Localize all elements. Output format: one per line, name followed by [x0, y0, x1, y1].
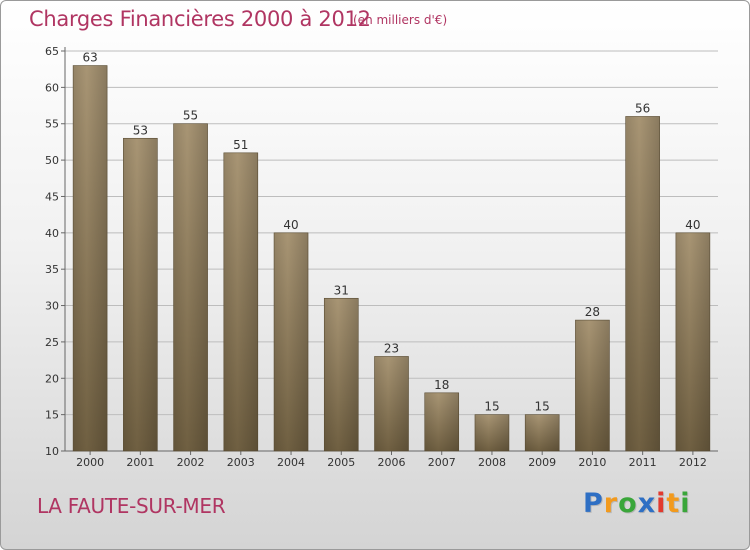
- x-tick-label: 2012: [679, 456, 707, 469]
- bar-shade-2006: [374, 356, 409, 451]
- bar-shade-2003: [223, 152, 258, 451]
- x-tick-label: 2001: [126, 456, 154, 469]
- bar-shade-2012: [675, 232, 710, 451]
- x-tick-label: 2000: [76, 456, 104, 469]
- logo-letter: x: [637, 488, 657, 519]
- x-tick-label: 2002: [177, 456, 205, 469]
- data-label-2009: 15: [535, 400, 550, 414]
- data-label-2004: 40: [283, 218, 298, 232]
- data-label-2010: 28: [585, 305, 600, 319]
- x-tick-label: 2009: [528, 456, 556, 469]
- x-tick-label: 2003: [227, 456, 255, 469]
- chart-subtitle: (en milliers d'€): [353, 13, 448, 27]
- proxiti-logo[interactable]: Proxiti: [583, 488, 691, 519]
- y-tick-label: 45: [45, 190, 59, 203]
- logo-letter: i: [656, 488, 667, 519]
- bar-shade-2005: [324, 298, 359, 451]
- x-tick-label: 2007: [428, 456, 456, 469]
- logo-letter: i: [680, 488, 691, 519]
- x-tick-label: 2005: [327, 456, 355, 469]
- x-tick-label: 2008: [478, 456, 506, 469]
- data-label-2012: 40: [685, 218, 700, 232]
- logo-letter: o: [618, 488, 638, 519]
- y-tick-label: 55: [45, 118, 59, 131]
- town-name: LA FAUTE-SUR-MER: [37, 494, 226, 518]
- bar-shade-2000: [73, 65, 108, 451]
- y-tick-label: 60: [45, 81, 59, 94]
- data-label-2005: 31: [334, 283, 349, 297]
- chart-title: Charges Financières 2000 à 2012: [29, 7, 371, 31]
- data-label-2011: 56: [635, 101, 650, 115]
- logo-letter: r: [603, 488, 619, 519]
- y-tick-label: 40: [45, 227, 59, 240]
- data-label-2001: 53: [133, 123, 148, 137]
- bar-shade-2001: [123, 138, 158, 452]
- bars: [72, 65, 711, 452]
- bar-shade-2002: [173, 123, 208, 452]
- y-tick-label: 15: [45, 409, 59, 422]
- data-label-2002: 55: [183, 109, 198, 123]
- x-tick-label: 2004: [277, 456, 305, 469]
- x-tick-label: 2006: [378, 456, 406, 469]
- bar-shade-2009: [525, 414, 560, 451]
- y-tick-label: 35: [45, 263, 59, 276]
- y-tick-label: 50: [45, 154, 59, 167]
- y-tick-label: 65: [45, 45, 59, 58]
- x-tick-label: 2011: [629, 456, 657, 469]
- data-label-2008: 15: [484, 400, 499, 414]
- x-tick-label: 2010: [578, 456, 606, 469]
- y-tick-label: 10: [45, 445, 59, 458]
- data-label-2006: 23: [384, 341, 399, 355]
- y-tick-label: 25: [45, 336, 59, 349]
- logo-letter: P: [583, 488, 604, 519]
- y-tick-label: 20: [45, 372, 59, 385]
- bar-shade-2007: [424, 392, 459, 451]
- bar-shade-2011: [625, 116, 660, 452]
- data-labels: 63 53 55 51 40 31 23 18 15 15 28 56 40: [82, 51, 700, 414]
- data-label-2000: 63: [82, 51, 97, 65]
- data-label-2003: 51: [233, 138, 248, 152]
- bar-shade-2004: [274, 232, 309, 451]
- bar-shade-2010: [575, 320, 610, 451]
- logo-letter: t: [666, 488, 681, 519]
- data-label-2007: 18: [434, 378, 449, 392]
- y-tick-label: 30: [45, 300, 59, 313]
- bar-shade-2008: [474, 414, 509, 451]
